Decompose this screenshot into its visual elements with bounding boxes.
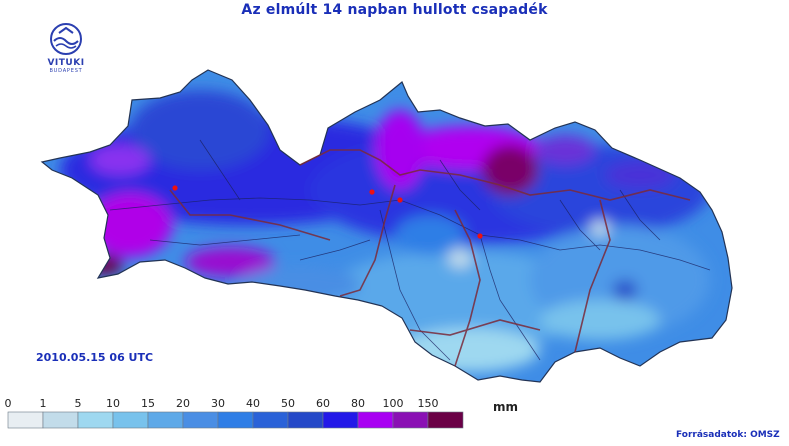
- legend-swatch: [252, 411, 289, 429]
- legend-label: 20: [176, 397, 190, 410]
- data-source: Forrásadatok: OMSZ: [676, 430, 780, 440]
- legend-swatch: [357, 411, 394, 429]
- legend-swatch: [217, 411, 254, 429]
- station-markers: [172, 185, 483, 239]
- station-marker[interactable]: [172, 185, 178, 191]
- legend-label: 80: [351, 397, 365, 410]
- legend-label: 50: [281, 397, 295, 410]
- legend-swatch: [7, 411, 44, 429]
- basin-outline: [40, 69, 733, 383]
- country-borders: [169, 149, 691, 367]
- legend-swatch: [287, 411, 324, 429]
- legend-label: 5: [74, 397, 82, 410]
- legend-label: 15: [141, 397, 155, 410]
- legend-swatch: [182, 411, 219, 429]
- legend-label: 60: [316, 397, 330, 410]
- legend-swatch: [112, 411, 149, 429]
- legend-label: 150: [417, 397, 439, 410]
- date-label: 2010.05.15 06 UTC: [36, 351, 154, 364]
- legend-unit: mm: [493, 400, 519, 414]
- legend-swatch: [147, 411, 184, 429]
- legend-swatch: [427, 411, 464, 429]
- legend-label: 1: [39, 397, 47, 410]
- station-marker[interactable]: [369, 189, 375, 195]
- vituki-logo-icon: [50, 23, 82, 55]
- river-network: [109, 139, 711, 361]
- precipitation-field: [42, 70, 732, 382]
- legend-label: 30: [211, 397, 225, 410]
- legend-swatch: [322, 411, 359, 429]
- station-marker[interactable]: [397, 197, 403, 203]
- logo-city: BUDAPEST: [49, 68, 83, 74]
- color-legend: [7, 411, 464, 429]
- legend-swatch: [392, 411, 429, 429]
- logo-name: VITUKI: [47, 58, 85, 68]
- legend-label: 40: [246, 397, 260, 410]
- legend-label: 10: [106, 397, 120, 410]
- vituki-logo: VITUKI BUDAPEST: [40, 22, 92, 78]
- map-title: Az elmúlt 14 napban hullott csapadék: [241, 2, 548, 18]
- station-marker[interactable]: [477, 233, 483, 239]
- legend-label: 0: [4, 397, 12, 410]
- legend-swatch: [42, 411, 79, 429]
- legend-label: 100: [382, 397, 404, 410]
- legend-swatch: [77, 411, 114, 429]
